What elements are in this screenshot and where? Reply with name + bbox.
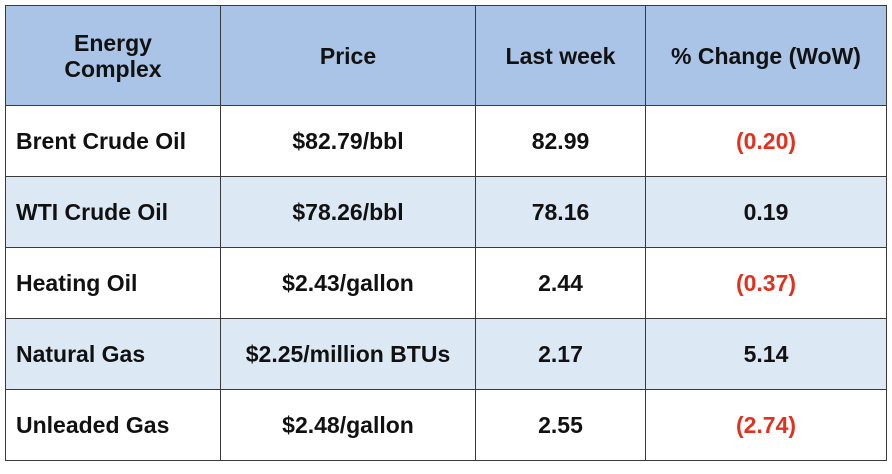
table-cell: Heating Oil: [5, 247, 221, 319]
table-cell: 0.19: [645, 176, 887, 248]
header-cell: Price: [220, 5, 476, 106]
table-cell: WTI Crude Oil: [5, 176, 221, 248]
table-cell: 82.99: [475, 105, 646, 177]
header-cell: Energy Complex: [5, 5, 221, 106]
header-row: Energy Complex Price Last week% Change (Wo…: [5, 5, 887, 106]
table-header: Energy Complex Price Last week% Change (Wo…: [5, 5, 887, 106]
table-cell: 5.14: [645, 318, 887, 390]
table-cell: Natural Gas: [5, 318, 221, 390]
energy-table: Energy Complex Price Last week% Change (Wo…: [5, 5, 887, 461]
table-cell: 2.55: [475, 389, 646, 461]
table-cell: (0.20): [645, 105, 887, 177]
table-cell: 2.44: [475, 247, 646, 319]
table-cell: $82.79/bbl: [220, 105, 476, 177]
table-cell: $2.48/gallon: [220, 389, 476, 461]
table-cell: (2.74): [645, 389, 887, 461]
table-row: Unleaded Gas $2.48/gallon 2.55 (2.74): [5, 389, 887, 461]
table-cell: Unleaded Gas: [5, 389, 221, 461]
table-cell: $2.43/gallon: [220, 247, 476, 319]
table-cell: 2.17: [475, 318, 646, 390]
table-row: Heating Oil $2.43/gallon 2.44 (0.37): [5, 247, 887, 319]
table-cell: $78.26/bbl: [220, 176, 476, 248]
table-cell: (0.37): [645, 247, 887, 319]
table-body: Brent Crude Oil $82.79/bbl 82.99 (0.20) WTI …: [5, 105, 887, 461]
table-cell: Brent Crude Oil: [5, 105, 221, 177]
table-cell: $2.25/million BTUs: [220, 318, 476, 390]
table-row: Brent Crude Oil $82.79/bbl 82.99 (0.20): [5, 105, 887, 177]
table-row: WTI Crude Oil $78.26/bbl 78.16 0.19: [5, 176, 887, 248]
header-cell: Last week: [475, 5, 646, 106]
header-cell: % Change (WoW): [645, 5, 887, 106]
table-row: Natural Gas $2.25/million BTUs 2.17 5.14: [5, 318, 887, 390]
table-cell: 78.16: [475, 176, 646, 248]
